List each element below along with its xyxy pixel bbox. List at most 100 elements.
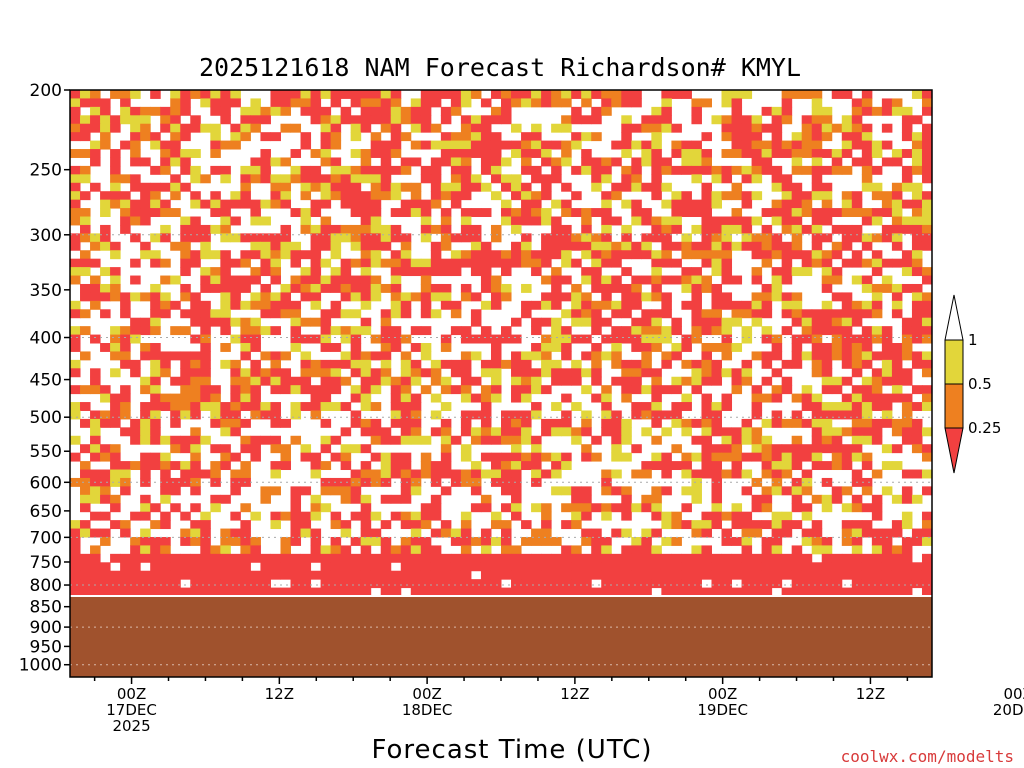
colorbar-label: 0.5 xyxy=(968,375,992,393)
heatmap-cell xyxy=(551,90,562,99)
heatmap-cell xyxy=(220,452,231,462)
heatmap-cell xyxy=(711,250,723,260)
heatmap-cell xyxy=(911,199,923,209)
heatmap-cell xyxy=(651,393,662,403)
heatmap-cell xyxy=(611,452,622,462)
heatmap-cell xyxy=(170,503,181,513)
heatmap-cell xyxy=(561,368,572,378)
heatmap-cell xyxy=(681,553,692,563)
heatmap-cell xyxy=(90,444,101,454)
heatmap-cell xyxy=(511,123,522,133)
heatmap-cell xyxy=(621,579,632,589)
heatmap-cell xyxy=(701,98,712,108)
heatmap-cell xyxy=(521,191,532,201)
heatmap-cell xyxy=(591,283,602,293)
heatmap-cell xyxy=(841,90,853,99)
heatmap-cell xyxy=(851,123,863,133)
heatmap-cell xyxy=(851,98,863,108)
heatmap-cell xyxy=(150,140,161,150)
heatmap-cell xyxy=(400,250,412,260)
heatmap-cell xyxy=(430,199,442,209)
heatmap-cell xyxy=(691,494,702,504)
heatmap-cell xyxy=(420,326,432,336)
heatmap-cell xyxy=(731,452,743,462)
heatmap-cell xyxy=(681,393,692,403)
heatmap-cell xyxy=(90,275,101,285)
heatmap-cell xyxy=(601,90,612,99)
heatmap-cell xyxy=(160,486,171,496)
heatmap-cell xyxy=(651,334,662,344)
heatmap-cell xyxy=(661,536,672,546)
heatmap-cell xyxy=(881,376,893,386)
heatmap-cell xyxy=(651,368,662,378)
heatmap-cell xyxy=(811,343,823,352)
heatmap-cell xyxy=(200,174,211,184)
heatmap-cell xyxy=(661,309,672,319)
heatmap-cell xyxy=(821,587,833,597)
heatmap-cell xyxy=(581,528,592,538)
heatmap-cell xyxy=(821,570,833,580)
heatmap-cell xyxy=(771,267,783,277)
heatmap-cell xyxy=(90,579,101,589)
heatmap-cell xyxy=(380,376,392,386)
heatmap-cell xyxy=(340,292,352,302)
heatmap-cell xyxy=(861,570,873,580)
heatmap-cell xyxy=(891,157,903,167)
heatmap-cell xyxy=(691,149,702,158)
heatmap-cell xyxy=(490,224,502,234)
heatmap-cell xyxy=(521,149,532,158)
heatmap-cell xyxy=(761,309,773,319)
heatmap-cell xyxy=(921,393,933,403)
heatmap-cell xyxy=(430,579,442,589)
y-axis-ticks: 2002503003504004505005506006507007508008… xyxy=(19,81,70,676)
heatmap-cell xyxy=(561,233,572,243)
heatmap-cell xyxy=(561,292,572,302)
heatmap-cell xyxy=(250,241,261,251)
heatmap-cell xyxy=(140,241,151,251)
heatmap-cell xyxy=(250,157,261,167)
heatmap-cell xyxy=(761,376,773,386)
heatmap-cell xyxy=(290,275,302,285)
heatmap-cell xyxy=(911,562,923,572)
heatmap-cell xyxy=(190,402,201,411)
heatmap-cell xyxy=(230,140,241,150)
heatmap-cell xyxy=(250,300,261,310)
heatmap-cell xyxy=(891,241,903,251)
heatmap-cell xyxy=(611,503,622,513)
heatmap-cell xyxy=(120,140,131,150)
heatmap-cell xyxy=(140,199,151,209)
heatmap-cell xyxy=(450,309,462,319)
heatmap-cell xyxy=(310,402,322,411)
heatmap-cell xyxy=(240,435,251,445)
heatmap-cell xyxy=(110,182,121,192)
heatmap-cell xyxy=(591,309,602,319)
heatmap-cell xyxy=(591,267,602,277)
heatmap-cell xyxy=(380,570,392,580)
heatmap-cell xyxy=(611,435,622,445)
heatmap-cell xyxy=(621,570,632,580)
heatmap-cell xyxy=(70,98,81,108)
heatmap-cell xyxy=(701,258,712,268)
heatmap-cell xyxy=(781,309,793,319)
heatmap-cell xyxy=(581,292,592,302)
heatmap-cell xyxy=(651,157,662,167)
heatmap-cell xyxy=(290,98,302,108)
heatmap-cell xyxy=(150,562,161,572)
heatmap-cell xyxy=(601,224,612,234)
heatmap-cell xyxy=(100,494,111,504)
heatmap-cell xyxy=(430,393,442,403)
heatmap-cell xyxy=(701,165,712,175)
heatmap-cell xyxy=(170,182,181,192)
heatmap-cell xyxy=(150,461,161,471)
x-tick-label: 00Z xyxy=(1004,685,1024,703)
heatmap-cell xyxy=(350,343,362,352)
heatmap-cell xyxy=(340,309,352,319)
heatmap-cell xyxy=(691,300,702,310)
heatmap-cell xyxy=(380,123,392,133)
heatmap-cell xyxy=(290,283,302,293)
heatmap-cell xyxy=(80,216,91,226)
heatmap-cell xyxy=(691,199,702,209)
heatmap-cell xyxy=(651,461,662,471)
heatmap-cell xyxy=(390,115,402,125)
heatmap-cell xyxy=(370,216,382,226)
